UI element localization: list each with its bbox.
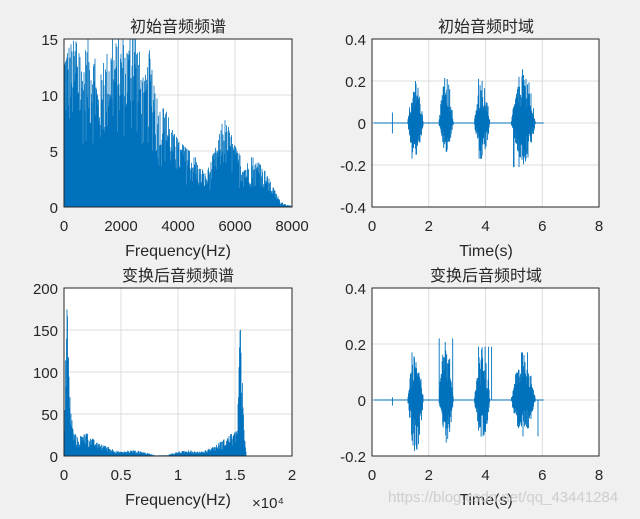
x-tick-labels: 0 2 4 6 8 [368, 218, 603, 235]
subplot-transformed-spectrum: 变换后音频频谱 0 50 100 150 200 0 0.5 1 1.5 2 Frequency… [33, 266, 296, 512]
x-tick-label: 0 [368, 467, 376, 484]
x-axis-label: Time(s) [459, 243, 513, 260]
y-tick-label: 0.4 [345, 281, 366, 298]
y-tick-label: 200 [33, 281, 58, 298]
y-tick-label: 0 [50, 200, 58, 217]
x-tick-label: 0 [368, 218, 376, 235]
subplot-title: 变换后音频时域 [430, 266, 542, 285]
y-tick-label: 0.2 [345, 74, 366, 91]
x-tick-label: 2 [425, 218, 433, 235]
x-tick-label: 8 [595, 218, 603, 235]
axes-box [371, 38, 600, 208]
axes-box [63, 38, 293, 208]
x-tick-label: 1 [174, 467, 182, 484]
y-tick-label: 50 [41, 407, 58, 424]
y-tick-labels: 0 50 100 150 200 [33, 281, 58, 466]
x-tick-label: 0.5 [111, 467, 132, 484]
y-tick-label: 0 [50, 449, 58, 466]
y-tick-label: 10 [41, 88, 58, 105]
subplot-original-waveform: 初始音频时域 -0.4 -0.2 0 0.2 0.4 0 2 4 6 8 Time(s) [340, 17, 603, 260]
x-tick-label: 4 [481, 467, 489, 484]
x-tick-labels: 0 0.5 1 1.5 2 [60, 467, 296, 484]
x-tick-label: 2000 [104, 218, 137, 235]
y-tick-label: 150 [33, 323, 58, 340]
y-tick-label: 100 [33, 365, 58, 382]
x-tick-label: 2 [288, 467, 296, 484]
y-tick-label: 0 [358, 393, 366, 410]
axes-box [371, 287, 600, 457]
x-axis-label: Time(s) [459, 492, 513, 509]
y-tick-label: 0.2 [345, 337, 366, 354]
x-tick-labels: 0 2 4 6 8 [368, 467, 603, 484]
subplot-title: 初始音频时域 [438, 17, 534, 36]
x-axis-label: Frequency(Hz) [125, 492, 231, 509]
waveform-trace [373, 338, 544, 452]
x-tick-labels: 0 2000 4000 6000 8000 [60, 218, 309, 235]
x-tick-label: 0 [60, 467, 68, 484]
y-tick-label: 15 [41, 32, 58, 49]
x-axis-label: Frequency(Hz) [125, 243, 231, 260]
y-tick-labels: -0.2 0 0.2 0.4 [340, 281, 366, 466]
waveform-trace [373, 69, 544, 168]
y-tick-label: 0 [358, 116, 366, 133]
subplot-title: 初始音频频谱 [130, 17, 226, 36]
x-tick-label: 6 [538, 467, 546, 484]
x-tick-label: 2 [425, 467, 433, 484]
x-tick-label: 6000 [218, 218, 251, 235]
y-tick-label: -0.4 [340, 200, 366, 217]
x-tick-label: 8000 [275, 218, 308, 235]
y-tick-labels: 0 5 10 15 [41, 32, 58, 217]
x-exponent-label: ×10⁴ [252, 495, 284, 512]
x-tick-label: 0 [60, 218, 68, 235]
subplot-title: 变换后音频频谱 [122, 266, 234, 285]
x-tick-label: 4 [481, 218, 489, 235]
y-tick-label: 5 [50, 144, 58, 161]
y-tick-label: -0.2 [340, 158, 366, 175]
x-tick-label: 6 [538, 218, 546, 235]
watermark: https://blog.csdn.net/qq_43441284 [388, 489, 619, 506]
y-tick-label: 0.4 [345, 32, 366, 49]
subplot-original-spectrum: 初始音频频谱 0 5 10 15 0 2000 4000 6000 8000 Frequenc… [41, 17, 308, 260]
x-tick-label: 1.5 [225, 467, 246, 484]
y-tick-labels: -0.4 -0.2 0 0.2 0.4 [340, 32, 366, 217]
x-tick-label: 4000 [161, 218, 194, 235]
y-tick-label: -0.2 [340, 449, 366, 466]
axes-box [63, 287, 293, 457]
x-tick-label: 8 [595, 467, 603, 484]
